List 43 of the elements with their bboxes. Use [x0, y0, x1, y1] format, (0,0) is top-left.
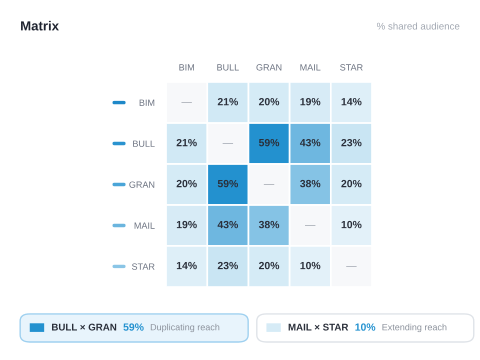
x-tick-label: STAR [340, 64, 363, 71]
data-label: 43% [300, 138, 320, 146]
data-label: 38% [300, 180, 320, 188]
text: — [264, 184, 274, 185]
data-label: 59% [258, 138, 280, 146]
text: — [222, 143, 234, 144]
data-label: 14% [176, 262, 197, 270]
data-label: 20% [341, 180, 362, 188]
data-label: 38% [258, 220, 280, 228]
x-tick-label: MAIL [300, 64, 320, 70]
data-label: 19% [176, 220, 197, 228]
text: % shared audience [376, 22, 460, 30]
text: MAIL × STAR [288, 324, 348, 331]
y-tick-label: BULL [133, 140, 155, 147]
y-tick-label: MAIL [134, 222, 155, 229]
data-label: 10% [300, 262, 320, 270]
text: Matrix [21, 20, 59, 31]
text: — [346, 266, 357, 267]
data-label: 23% [218, 262, 238, 270]
text: 59% [123, 323, 144, 331]
data-label: 10% [342, 220, 362, 228]
text: — [305, 225, 316, 226]
text: — [181, 102, 192, 103]
data-label: 21% [218, 98, 238, 106]
y-tick-label: STAR [132, 263, 155, 270]
data-label: 20% [258, 262, 280, 270]
x-tick-label: BULL [217, 64, 239, 71]
data-label: 20% [176, 180, 197, 188]
data-label: 20% [258, 98, 280, 106]
data-label: 19% [300, 98, 320, 106]
text: 10% [355, 323, 376, 331]
text: Duplicating reach [150, 324, 220, 332]
x-tick-label: BIM [179, 64, 194, 70]
data-label: 14% [342, 98, 362, 106]
text: BULL × GRAN [52, 324, 116, 331]
data-label: 43% [218, 220, 238, 228]
x-tick-label: GRAN [256, 64, 282, 71]
y-tick-label: BIM [140, 100, 154, 106]
data-label: 59% [218, 180, 238, 188]
y-tick-label: GRAN [129, 181, 154, 188]
data-label: 21% [176, 138, 197, 146]
text: Extending reach [382, 324, 446, 332]
data-label: 23% [341, 138, 362, 146]
